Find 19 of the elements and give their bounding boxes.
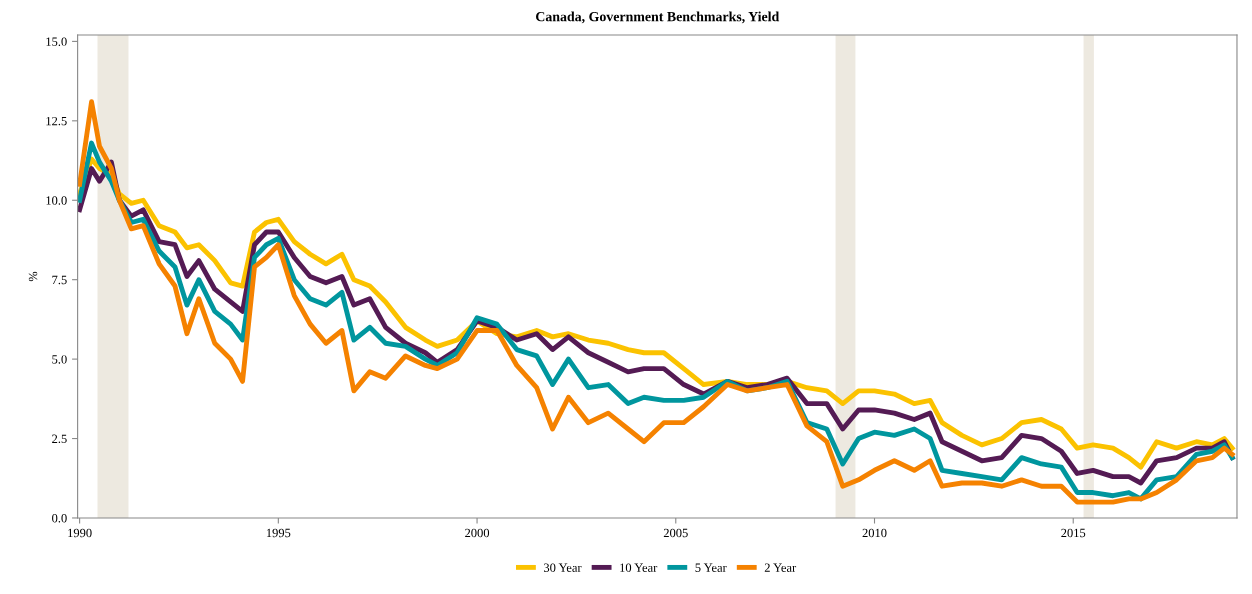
legend-label: 2 Year [764,563,797,572]
x-tick-label: 1990 [68,528,92,538]
y-tick-label: 5.0 [52,355,67,364]
y-axis-title: % [28,271,38,282]
legend-label: 5 Year [695,563,727,572]
y-tick-label: 0.0 [52,513,67,523]
x-tick-label: 2000 [465,528,490,538]
legend-label: 30 Year [544,563,582,572]
x-tick-label: 1995 [266,528,291,538]
x-tick-label: 2015 [1061,528,1086,538]
legend-label: 10 Year [620,563,658,572]
y-tick-label: 7.5 [52,275,67,285]
chart-title: Canada, Government Benchmarks, Yield [536,11,780,24]
y-tick-label: 10.0 [46,196,67,205]
y-tick-label: 2.5 [52,434,67,444]
x-tick-label: 2010 [862,528,887,538]
y-tick-label: 12.5 [46,116,67,126]
y-tick-label: 15.0 [46,37,67,46]
x-tick-label: 2005 [663,528,688,538]
